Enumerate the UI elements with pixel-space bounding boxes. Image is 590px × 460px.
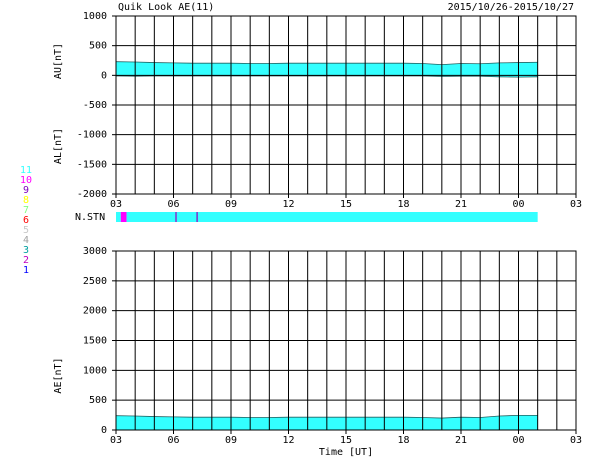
y-tick-label: 3000 bbox=[83, 246, 107, 257]
legend-label: 10 bbox=[20, 175, 32, 186]
legend-label: 9 bbox=[23, 185, 29, 196]
legend-label: 5 bbox=[23, 225, 29, 236]
station-segment bbox=[197, 212, 538, 222]
legend-label: 2 bbox=[23, 255, 29, 266]
x-tick-label: 18 bbox=[397, 435, 409, 446]
legend-label: 7 bbox=[23, 205, 29, 216]
x-tick-label: 09 bbox=[225, 435, 237, 446]
x-tick-label: 03 bbox=[110, 435, 122, 446]
y-tick-label: 1000 bbox=[83, 365, 107, 376]
x-tick-label: 21 bbox=[455, 435, 467, 446]
legend-label: 3 bbox=[23, 245, 29, 256]
date-range: 2015/10/26-2015/10/27 bbox=[448, 2, 574, 13]
x-tick-label: 00 bbox=[512, 435, 524, 446]
chart-title: Quik Look AE(11) bbox=[118, 2, 214, 13]
x-tick-label: 06 bbox=[167, 435, 179, 446]
x-axis-label: Time [UT] bbox=[319, 447, 373, 458]
station-segment bbox=[116, 212, 121, 222]
station-segment bbox=[120, 212, 127, 222]
legend-label: 4 bbox=[23, 235, 29, 246]
x-tick-label: 03 bbox=[570, 435, 582, 446]
y-tick-label: 0 bbox=[101, 425, 107, 436]
x-tick-label: 21 bbox=[455, 199, 467, 210]
y-tick-label: 2000 bbox=[83, 306, 107, 317]
legend-label: 1 bbox=[23, 265, 29, 276]
x-tick-label: 03 bbox=[570, 199, 582, 210]
y-tick-label: 500 bbox=[89, 395, 107, 406]
x-tick-label: 00 bbox=[512, 199, 524, 210]
x-tick-label: 03 bbox=[110, 199, 122, 210]
station-segment bbox=[176, 212, 197, 222]
y-tick-label: 1000 bbox=[83, 11, 107, 22]
station-segment bbox=[175, 212, 177, 222]
y-tick-label: -2000 bbox=[77, 189, 107, 200]
y-axis-label: AE[nT] bbox=[53, 357, 64, 393]
y-tick-label: -500 bbox=[83, 100, 107, 111]
x-tick-label: 12 bbox=[282, 199, 294, 210]
x-tick-label: 12 bbox=[282, 435, 294, 446]
x-tick-label: 15 bbox=[340, 435, 352, 446]
y-tick-label: 1500 bbox=[83, 336, 107, 347]
y-axis-label: AU[nT] bbox=[53, 43, 64, 79]
y-tick-label: 500 bbox=[89, 41, 107, 52]
legend-label: 8 bbox=[23, 195, 29, 206]
y-tick-label: -1000 bbox=[77, 130, 107, 141]
x-tick-label: 18 bbox=[397, 199, 409, 210]
x-tick-label: 09 bbox=[225, 199, 237, 210]
station-segment bbox=[126, 212, 176, 222]
y-tick-label: 0 bbox=[101, 70, 107, 81]
x-tick-label: 06 bbox=[167, 199, 179, 210]
plot-frame bbox=[115, 250, 577, 431]
plot-frame bbox=[115, 15, 577, 195]
strip-label: N.STN bbox=[75, 212, 105, 223]
y-tick-label: -1500 bbox=[77, 159, 107, 170]
legend-label: 6 bbox=[23, 215, 29, 226]
y-axis-label: AL[nT] bbox=[53, 128, 64, 164]
y-tick-label: 2500 bbox=[83, 276, 107, 287]
station-segment bbox=[196, 212, 198, 222]
legend-label: 11 bbox=[20, 165, 32, 176]
x-tick-label: 15 bbox=[340, 199, 352, 210]
